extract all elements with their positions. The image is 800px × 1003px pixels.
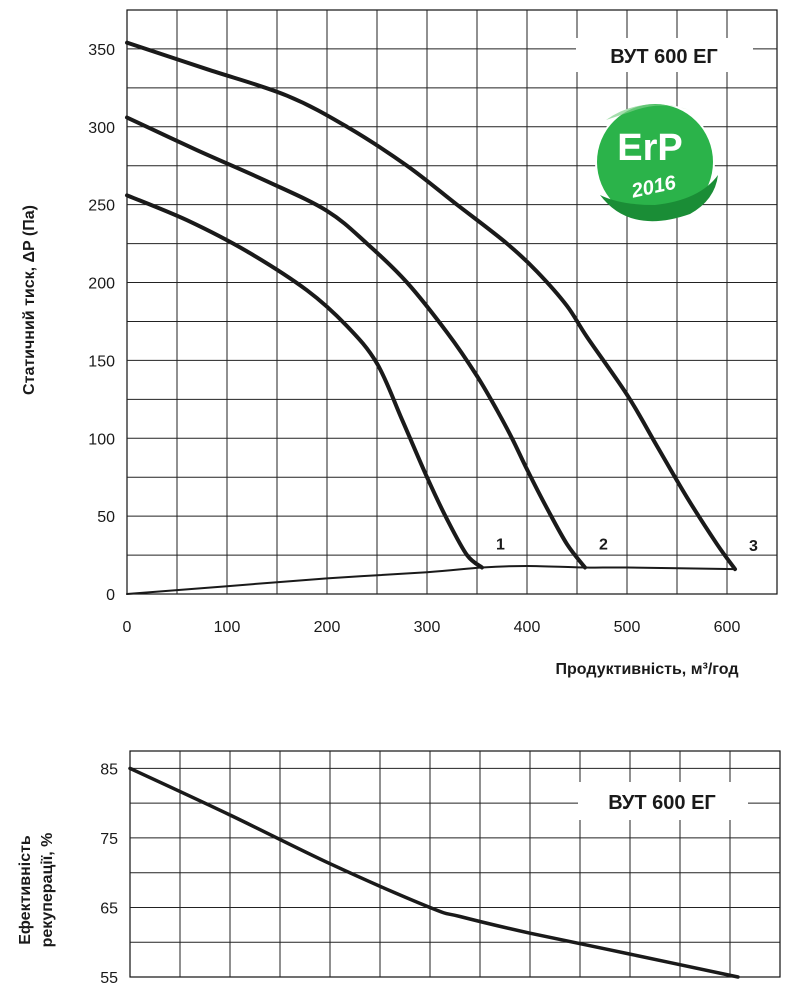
x-tick-label: 200 [314,619,341,636]
x-tick-label: 400 [514,619,541,636]
operating-line [126,565,736,595]
curve-label-3: 3 [749,538,758,555]
svg-text:ErP: ErP [617,127,682,169]
curve-label-2: 2 [599,537,608,554]
y-tick-label: 100 [88,431,115,448]
efficiency-model-label: ВУТ 600 ЕГ [608,792,716,814]
pressure-plot-frame [126,9,778,595]
pressure-x-axis-title: Продуктивність, м³/год [556,661,739,678]
y-tick-label: 55 [100,970,118,987]
x-tick-label: 0 [123,619,132,636]
pressure-x-ticks: 0 100 200 300 400 500 600 [123,619,741,636]
efficiency-curve-line [128,766,740,979]
pressure-curve-1 [125,193,484,570]
pressure-chart: 0 50 100 150 200 250 300 350 0 100 200 300 400 500 60… [21,9,778,678]
y-tick-label: 65 [100,900,118,917]
y-tick-label: 300 [88,120,115,137]
efficiency-grid [130,751,780,977]
pressure-y-ticks: 0 50 100 150 200 250 300 350 [88,42,115,604]
x-tick-label: 500 [614,619,641,636]
x-tick-label: 600 [714,619,741,636]
y-tick-label: 150 [88,353,115,370]
efficiency-y-axis-title-a: Ефективність [17,835,34,945]
pressure-curve-3 [125,40,737,572]
y-tick-label: 200 [88,276,115,293]
y-tick-label: 75 [100,831,118,848]
efficiency-chart: 55 65 75 85 ВУТ 600 ЕГ Ефективність рекупер… [17,750,781,987]
pressure-model-label: ВУТ 600 ЕГ [610,46,718,68]
x-tick-label: 300 [414,619,441,636]
pressure-curves [125,40,737,595]
y-tick-label: 0 [106,587,115,604]
curve-labels: 1 2 3 [496,537,758,556]
erp-2016-badge: ErP 2016 [595,102,718,222]
y-tick-label: 350 [88,42,115,59]
efficiency-curve [128,766,740,979]
efficiency-y-axis-title-b: рекуперації, % [39,833,56,948]
efficiency-y-ticks: 55 65 75 85 [100,761,118,987]
efficiency-model-label-box [578,782,748,820]
curve-label-1: 1 [496,537,505,554]
y-tick-label: 85 [100,761,118,778]
pressure-curve-2 [125,115,587,570]
pressure-y-axis-title: Статичний тиск, ΔP (Па) [21,205,38,395]
y-tick-label: 50 [97,509,115,526]
y-tick-label: 250 [88,198,115,215]
x-tick-label: 100 [214,619,241,636]
pressure-model-label-box [576,38,753,72]
